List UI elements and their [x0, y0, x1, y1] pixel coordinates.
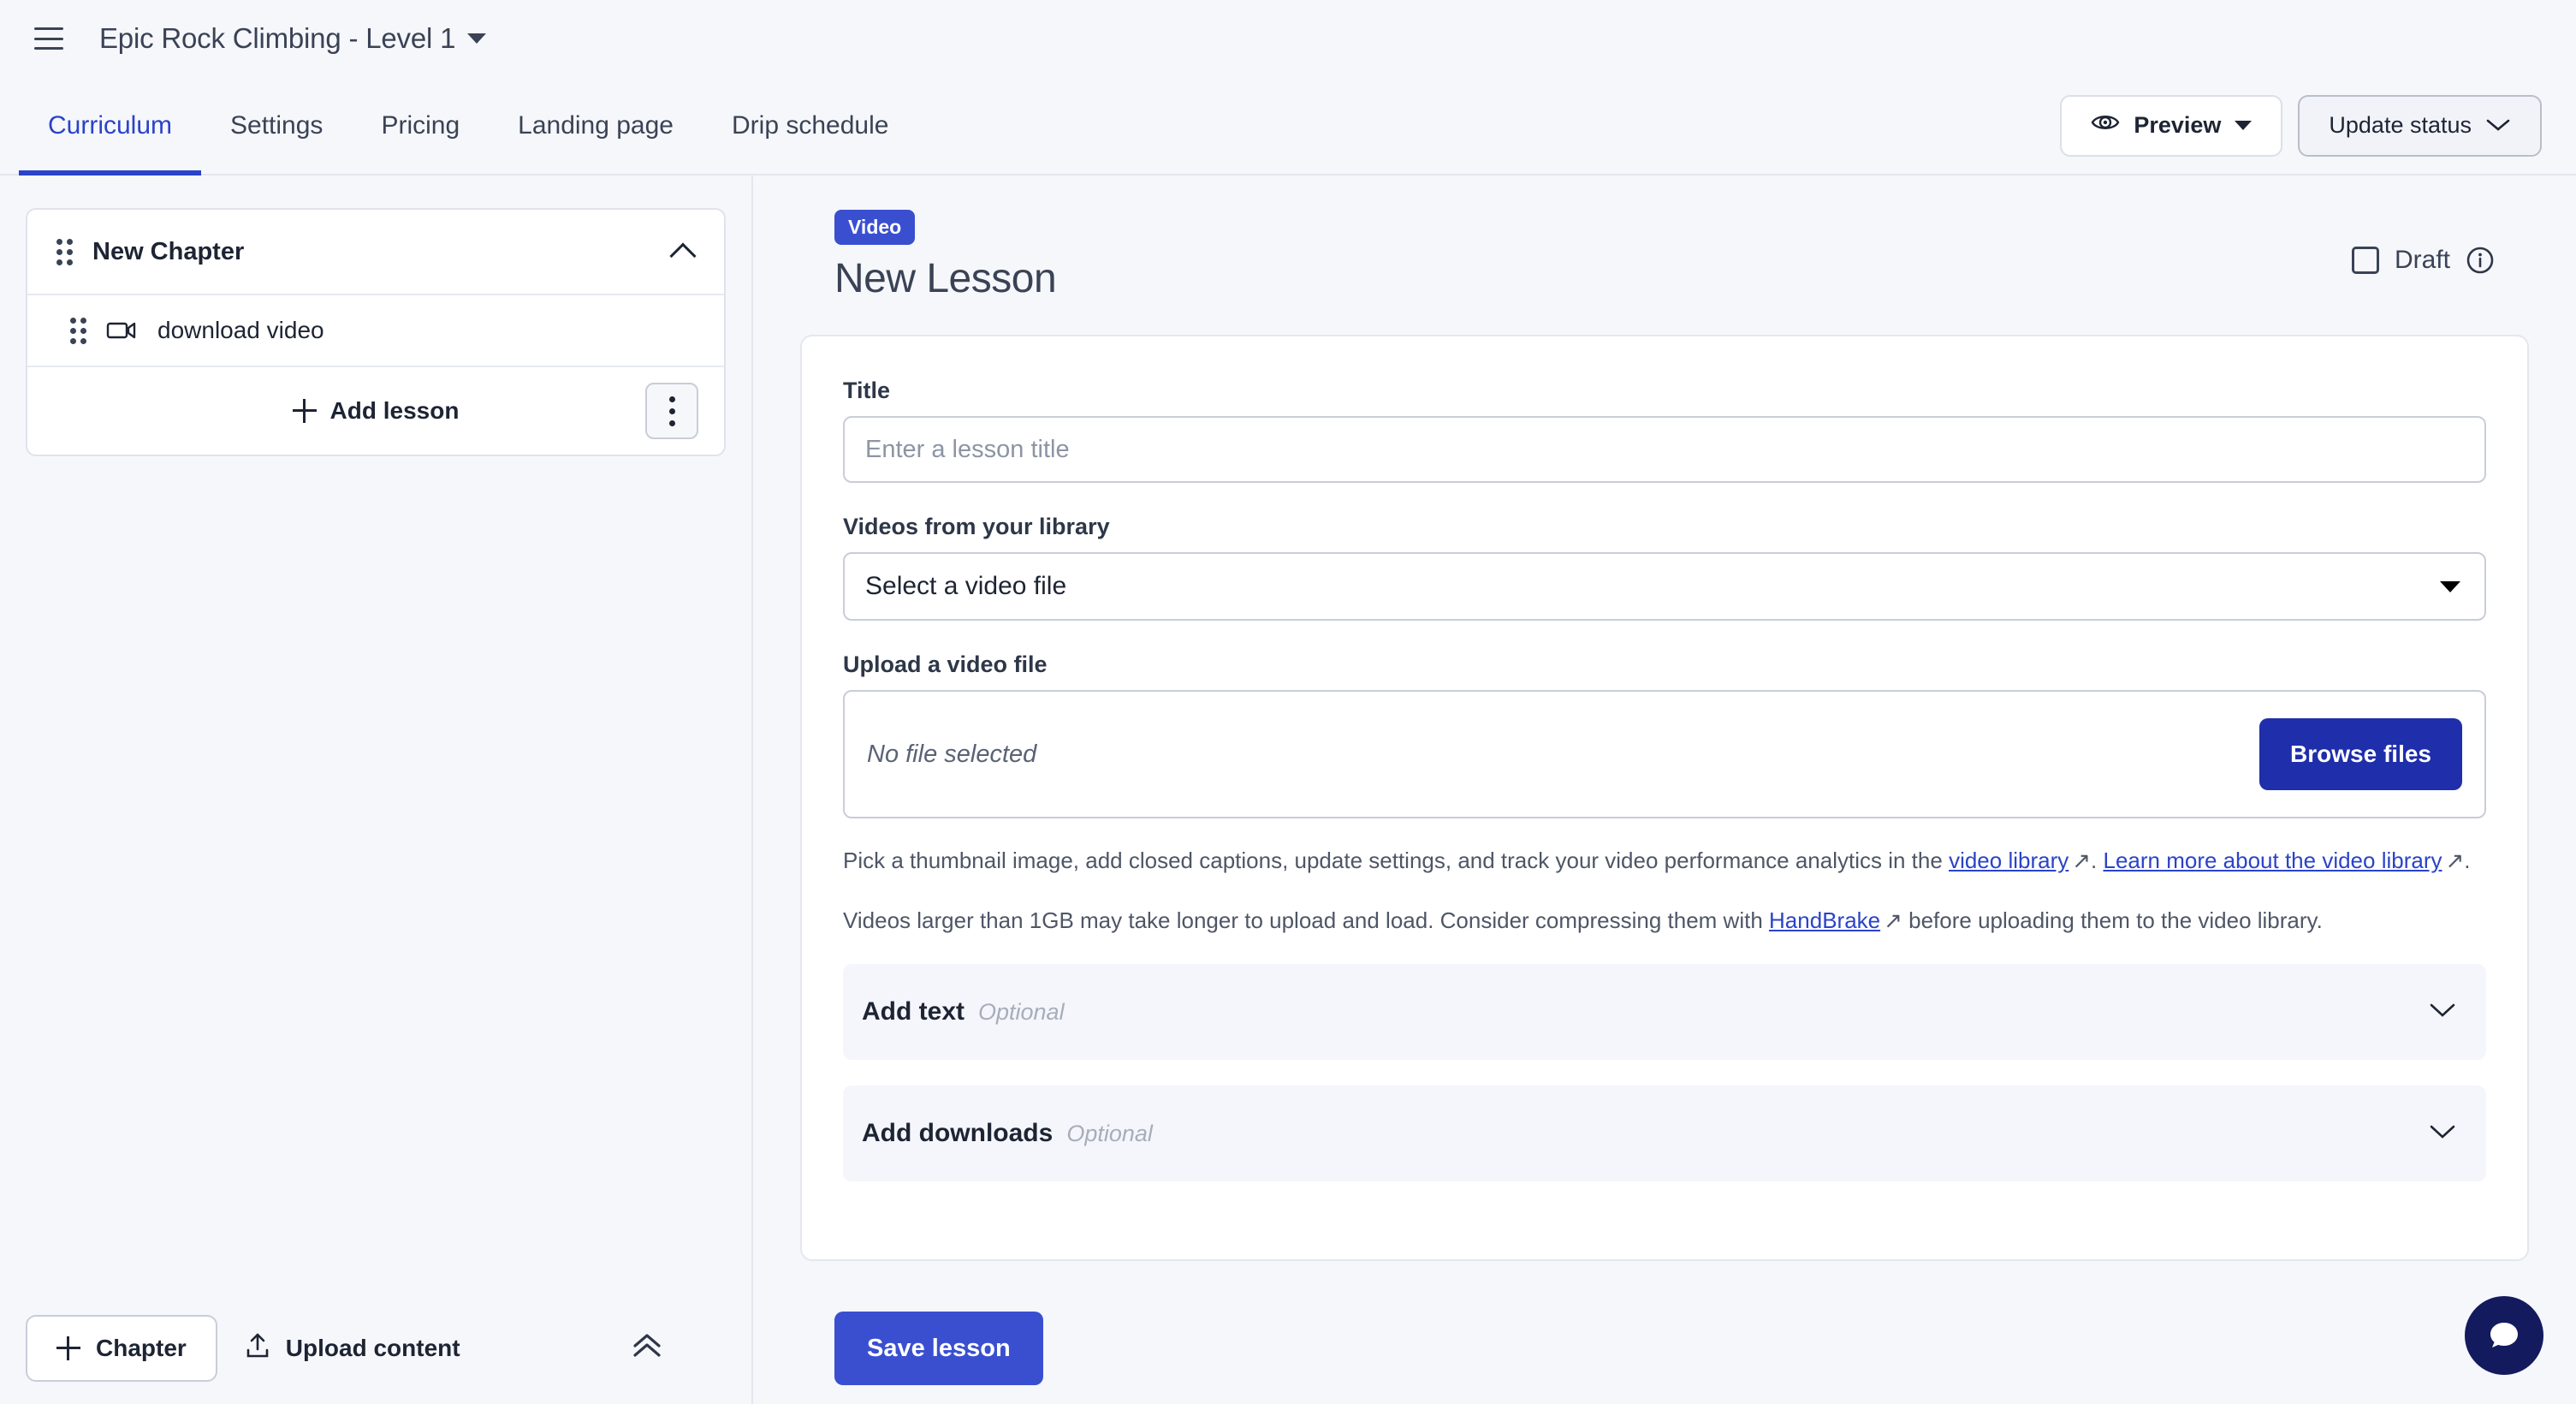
video-library-link[interactable]: video library	[1949, 848, 2069, 873]
chapter-card: New Chapter download video	[26, 208, 726, 456]
chevron-up-icon[interactable]	[671, 245, 695, 259]
plus-icon	[56, 1336, 80, 1360]
external-link-icon: ↗	[2072, 848, 2092, 873]
chapter-name: New Chapter	[92, 237, 245, 265]
upload-icon	[245, 1332, 270, 1365]
lesson-header-left: Video New Lesson	[834, 210, 1057, 302]
draft-toggle: Draft	[2351, 246, 2495, 275]
preview-label: Preview	[2134, 112, 2222, 138]
course-title-dropdown[interactable]: Epic Rock Climbing - Level 1	[99, 22, 487, 55]
browse-files-button[interactable]: Browse files	[2259, 718, 2462, 790]
top-bar: Epic Rock Climbing - Level 1	[0, 0, 2576, 77]
video-library-selected-value: Select a video file	[865, 572, 1067, 600]
tab-bar: Curriculum Settings Pricing Landing page…	[0, 77, 2576, 176]
helper-1-mid: .	[2091, 848, 2104, 873]
top-actions: Preview Update status	[2060, 94, 2542, 157]
chapter-list: New Chapter download video	[0, 176, 751, 1293]
no-file-selected-text: No file selected	[867, 740, 1037, 768]
library-field-group: Videos from your library Select a video …	[843, 514, 2486, 621]
video-size-helper-text: Videos larger than 1GB may take longer t…	[843, 902, 2486, 938]
accordion-add-text[interactable]: Add text Optional	[843, 964, 2486, 1061]
accordion-add-downloads[interactable]: Add downloads Optional	[843, 1086, 2486, 1182]
add-lesson-button[interactable]: Add lesson	[292, 397, 460, 425]
more-vertical-icon[interactable]	[645, 383, 698, 439]
curriculum-sidebar: New Chapter download video	[0, 176, 753, 1404]
drag-handle-icon[interactable]	[70, 318, 87, 344]
accordion-add-downloads-title: Add downloads	[862, 1119, 1054, 1148]
video-library-select[interactable]: Select a video file	[843, 552, 2486, 621]
add-chapter-button[interactable]: Chapter	[26, 1315, 217, 1382]
external-link-icon: ↗	[1884, 907, 1902, 934]
update-status-label: Update status	[2329, 112, 2472, 138]
preview-button[interactable]: Preview	[2060, 94, 2283, 157]
learn-more-video-library-link[interactable]: Learn more about the video library	[2103, 848, 2442, 873]
lesson-form-card: Title Enter a lesson title Videos from y…	[800, 335, 2529, 1261]
chapter-header[interactable]: New Chapter	[27, 210, 724, 294]
chevron-down-icon	[2235, 121, 2253, 130]
add-lesson-row: Add lesson	[27, 366, 724, 455]
tab-curriculum[interactable]: Curriculum	[19, 77, 202, 176]
save-lesson-button[interactable]: Save lesson	[834, 1312, 1043, 1385]
lesson-type-badge: Video	[834, 210, 916, 245]
draft-checkbox[interactable]	[2351, 247, 2379, 274]
helper-1-end: .	[2464, 848, 2471, 873]
handbrake-link[interactable]: HandBrake	[1769, 907, 1881, 934]
helper-1-part-1: Pick a thumbnail image, add closed capti…	[843, 848, 1950, 873]
upload-field-group: Upload a video file No file selected Bro…	[843, 651, 2486, 818]
lesson-name: download video	[157, 317, 324, 343]
page-title: New Lesson	[834, 256, 1057, 301]
tab-drip-schedule[interactable]: Drip schedule	[732, 110, 889, 140]
add-chapter-label: Chapter	[96, 1335, 187, 1361]
lesson-header: Video New Lesson Draft	[800, 210, 2529, 302]
accordion-add-text-title: Add text	[862, 997, 965, 1026]
chevron-down-icon	[2428, 1123, 2457, 1145]
info-circle-icon[interactable]	[2466, 246, 2495, 275]
chat-bubble-icon[interactable]	[2465, 1296, 2543, 1375]
title-input[interactable]: Enter a lesson title	[843, 416, 2486, 483]
chevron-down-icon	[467, 33, 487, 44]
draft-label: Draft	[2394, 246, 2450, 274]
video-camera-icon	[106, 319, 139, 342]
update-status-button[interactable]: Update status	[2298, 94, 2542, 157]
page-body: New Chapter download video	[0, 176, 2576, 1404]
upload-content-button[interactable]: Upload content	[245, 1332, 460, 1365]
drag-handle-icon[interactable]	[56, 239, 74, 265]
tab-landing-page[interactable]: Landing page	[518, 110, 674, 140]
accordion-add-downloads-label-group: Add downloads Optional	[862, 1119, 1153, 1148]
lesson-row[interactable]: download video	[27, 294, 724, 366]
helper-2-end: before uploading them to the video libra…	[1902, 907, 2323, 934]
hamburger-menu-icon[interactable]	[34, 27, 63, 50]
course-title: Epic Rock Climbing - Level 1	[99, 22, 456, 54]
double-chevron-up-icon[interactable]	[628, 1331, 666, 1366]
lesson-action-bar: Save lesson	[753, 1293, 2576, 1404]
sidebar-footer: Chapter Upload content	[0, 1293, 751, 1404]
chevron-down-icon	[2428, 1002, 2457, 1023]
chevron-down-icon	[2485, 112, 2511, 139]
accordion-add-text-optional: Optional	[978, 999, 1065, 1026]
title-label: Title	[843, 378, 891, 403]
title-field-group: Title Enter a lesson title	[843, 378, 2486, 483]
accordion-add-downloads-optional: Optional	[1066, 1121, 1153, 1147]
tab-pricing[interactable]: Pricing	[381, 110, 460, 140]
eye-icon	[2091, 111, 2120, 140]
upload-content-label: Upload content	[285, 1335, 460, 1361]
lesson-editor-panel: Video New Lesson Draft Title Enter a les	[753, 176, 2576, 1404]
helper-2-part-1: Videos larger than 1GB may take longer t…	[843, 907, 1770, 934]
video-library-helper-text: Pick a thumbnail image, add closed capti…	[843, 842, 2486, 878]
accordion-add-text-label-group: Add text Optional	[862, 997, 1065, 1026]
caret-down-icon	[2440, 580, 2460, 592]
file-upload-box[interactable]: No file selected Browse files	[843, 690, 2486, 818]
upload-label: Upload a video file	[843, 651, 1048, 677]
library-label: Videos from your library	[843, 514, 1110, 539]
external-link-icon: ↗	[2445, 848, 2465, 873]
tab-settings[interactable]: Settings	[230, 110, 323, 140]
plus-icon	[292, 399, 317, 423]
add-lesson-label: Add lesson	[329, 397, 460, 424]
tab-list: Curriculum Settings Pricing Landing page…	[0, 77, 917, 176]
